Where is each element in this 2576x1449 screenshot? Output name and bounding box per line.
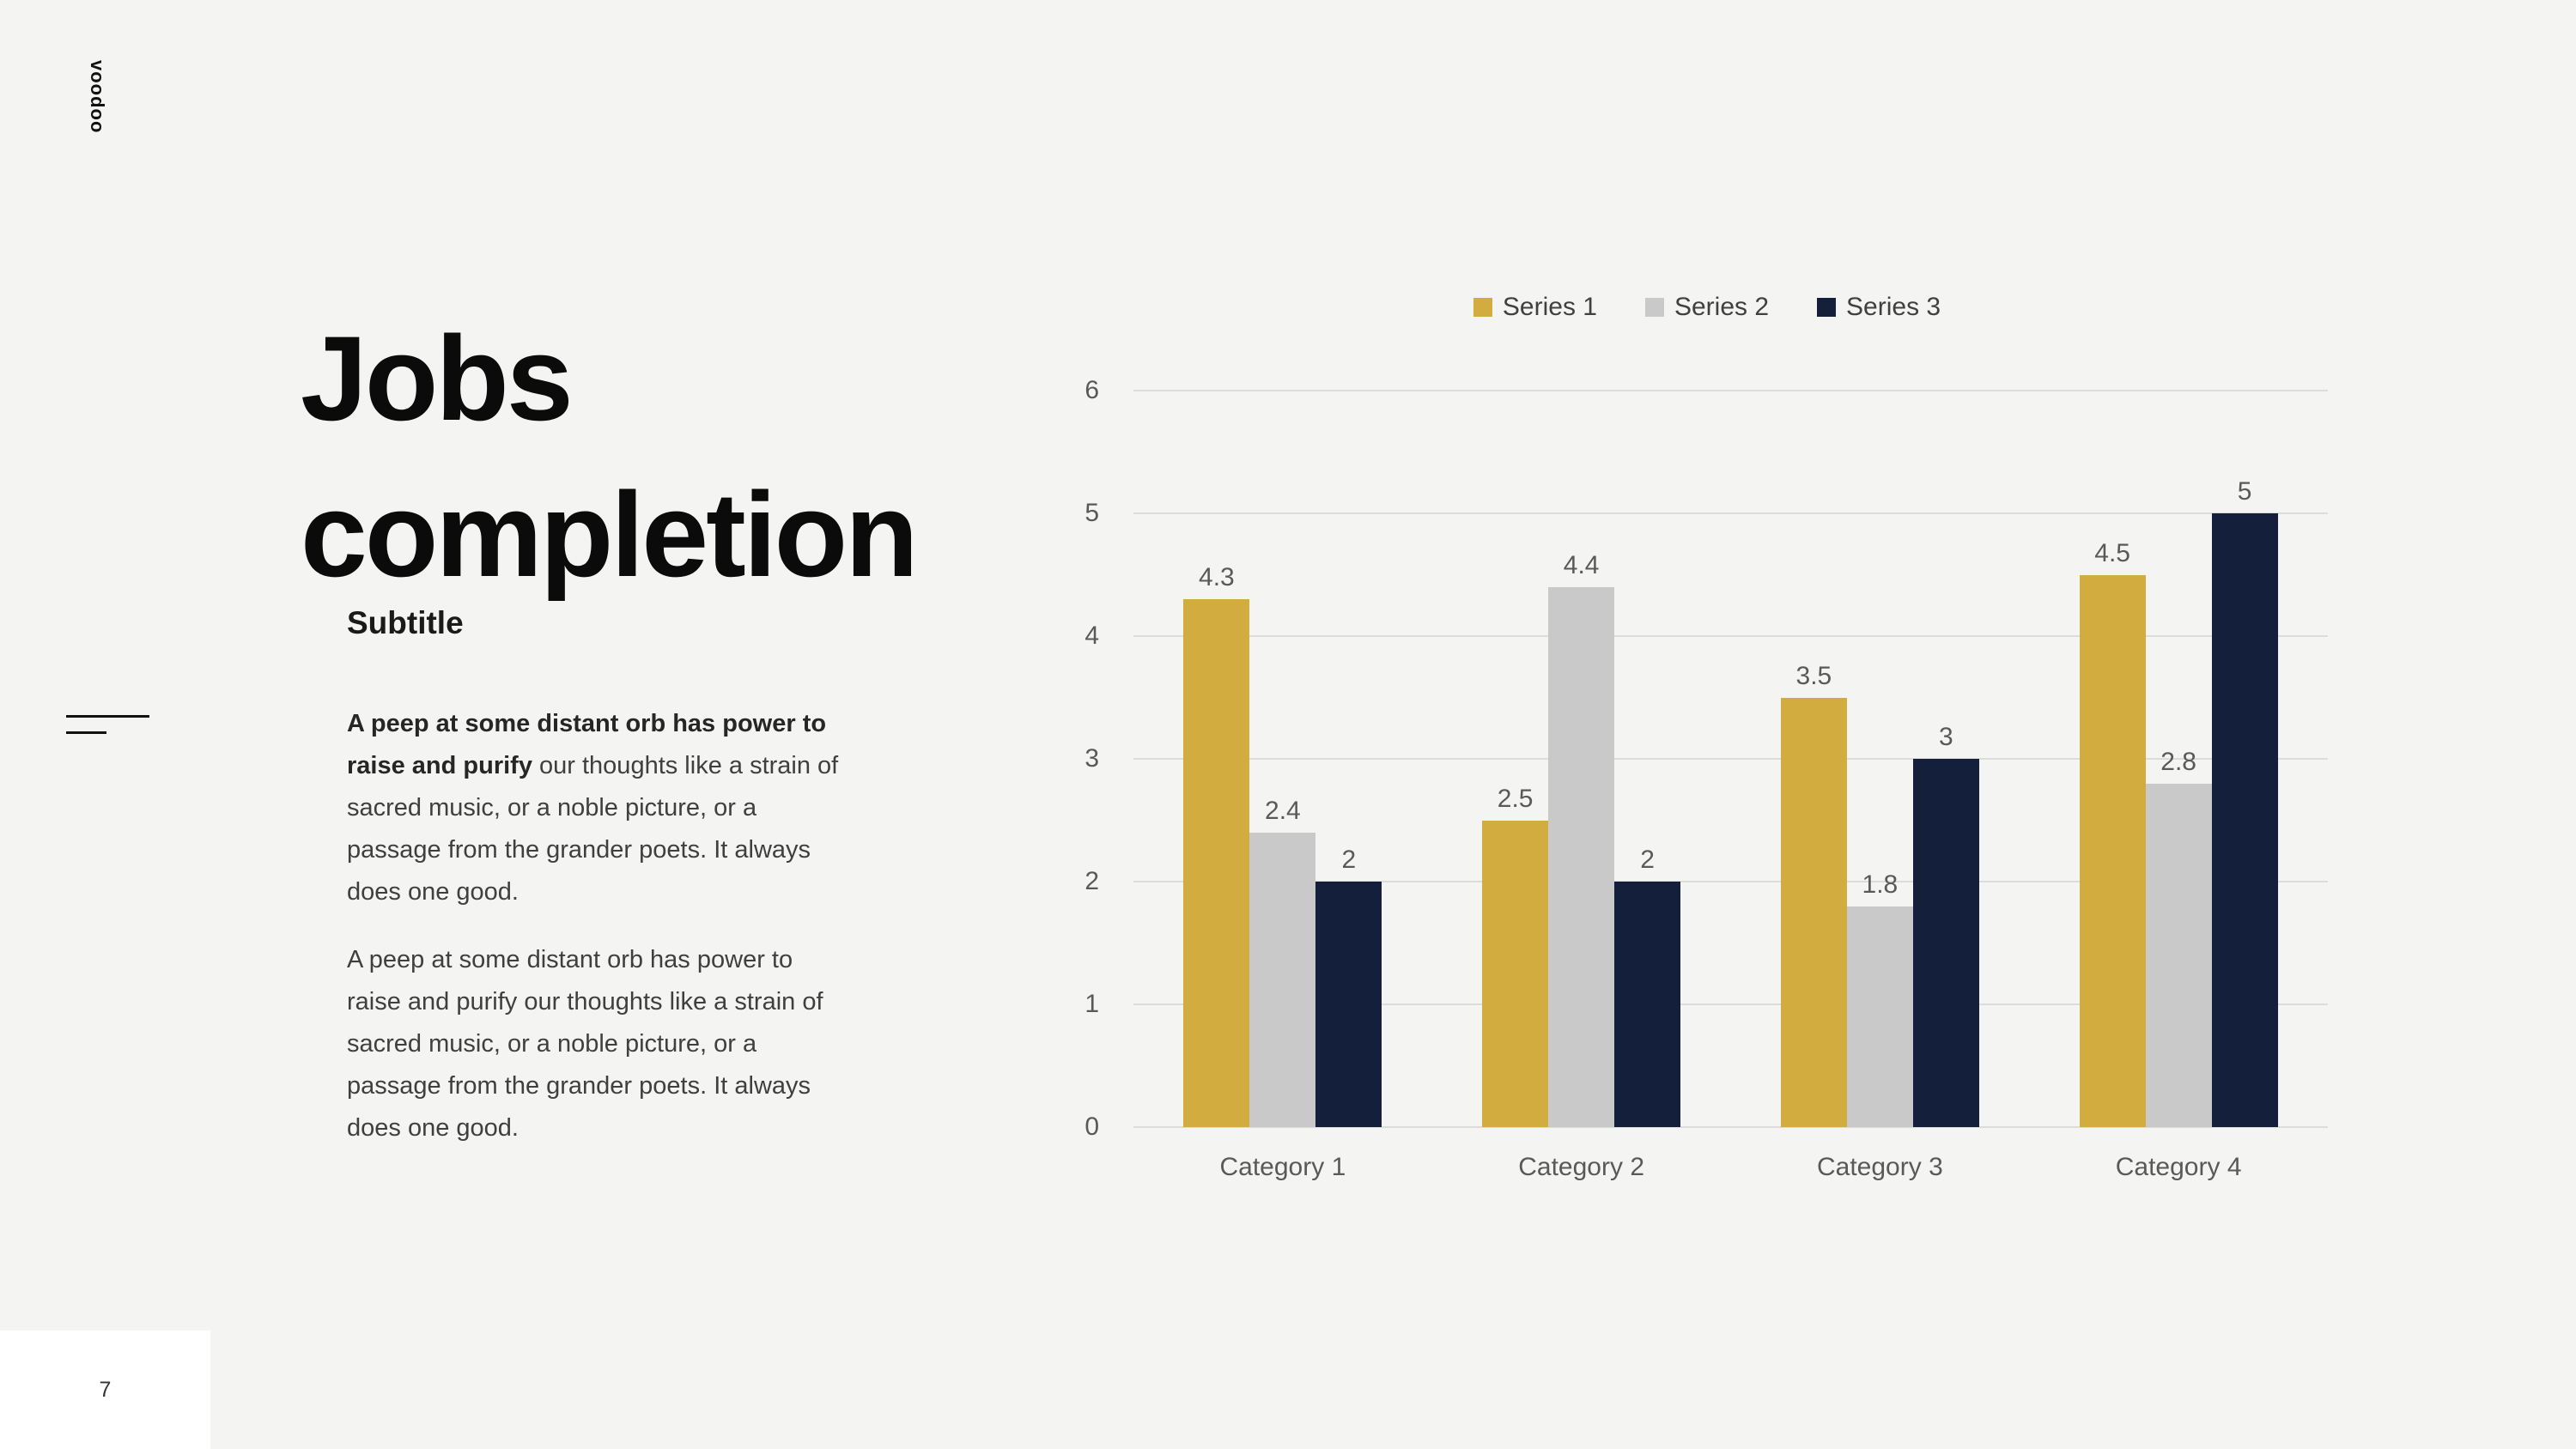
legend-label: Series 2 — [1674, 293, 1770, 321]
body-paragraph-1: A peep at some distant orb has power to … — [347, 703, 849, 913]
bar-series-2-category-2: 4.4 — [1548, 551, 1615, 1127]
page-number-box: 7 — [0, 1331, 210, 1449]
bar-series-2-category-4: 2.8 — [2145, 748, 2212, 1127]
gridline — [1133, 512, 2328, 514]
slide-title: Jobs completion — [301, 310, 919, 602]
bar-groups: 4.3 2.4 2 Category 1 2.5 4.4 2 Category 2 3.5 1.8… — [1133, 391, 2328, 1181]
category-axis-label: Category 3 — [1817, 1153, 1943, 1181]
bar-chart-plot-area: 0 1 2 3 4 5 6 4.3 2.4 2 Category 1 2.5 4.4 2 Category … — [1084, 376, 2328, 1181]
legend-swatch-icon — [1473, 298, 1492, 317]
chart-legend: Series 1 Series 2 Series 3 — [1086, 290, 2328, 324]
bar-series-3-category-2: 2 — [1614, 846, 1681, 1127]
bar-data-label: 3.5 — [1795, 661, 1832, 690]
bar-data-label: 4.5 — [2094, 538, 2130, 567]
bar-data-label: 4.4 — [1563, 550, 1600, 579]
bar-series-1-category-2: 2.5 — [1482, 785, 1549, 1127]
category-group: 4.3 2.4 2 Category 1 — [1133, 391, 1432, 1181]
bar-data-label: 4.3 — [1199, 563, 1235, 592]
y-axis-tick-label: 5 — [1084, 499, 1099, 527]
body-paragraph-1-bold: A peep at some distant orb has power to … — [347, 710, 827, 779]
bar-data-label: 2 — [1341, 846, 1357, 874]
gridline — [1133, 635, 2328, 637]
category-group: 2.5 4.4 2 Category 2 — [1432, 391, 1731, 1181]
y-axis-tick-label: 0 — [1084, 1113, 1099, 1141]
bar-series-3-category-3: 3 — [1912, 723, 1979, 1127]
accent-line-icon — [66, 715, 149, 718]
accent-lines-decoration — [66, 715, 152, 736]
slide-subtitle: Subtitle — [347, 605, 464, 640]
y-axis-tick-label: 3 — [1084, 744, 1099, 773]
category-axis-label: Category 4 — [2115, 1153, 2242, 1181]
body-paragraph-1-rest: our thoughts like a strain of sacred mus… — [347, 752, 839, 906]
bar-data-label: 2.8 — [2160, 747, 2196, 776]
gridline — [1133, 390, 2328, 391]
page-number: 7 — [99, 1377, 112, 1402]
y-axis-tick-label: 1 — [1084, 990, 1099, 1018]
category-axis-label: Category 1 — [1219, 1153, 1346, 1181]
bar-series-2-category-3: 1.8 — [1846, 870, 1913, 1127]
gridline — [1133, 1003, 2328, 1005]
legend-label: Series 1 — [1502, 293, 1597, 321]
bar-data-label: 1.8 — [1862, 870, 1899, 899]
bar-data-label: 2.4 — [1265, 796, 1301, 825]
accent-line-icon — [66, 731, 106, 734]
gridline — [1133, 1126, 2328, 1128]
y-axis-tick-label: 6 — [1084, 376, 1099, 404]
bar-series-3-category-4: 5 — [2211, 477, 2278, 1127]
bar-data-label: 2.5 — [1497, 784, 1534, 813]
bar-data-label: 2 — [1640, 846, 1655, 874]
y-axis-tick-label: 2 — [1084, 867, 1099, 895]
bar-series-1-category-1: 4.3 — [1183, 563, 1250, 1127]
category-group: 4.5 2.8 5 Category 4 — [2029, 391, 2328, 1181]
gridline — [1133, 758, 2328, 760]
legend-item: Series 3 — [1817, 293, 1941, 322]
legend-item: Series 2 — [1644, 293, 1770, 322]
brand-logo-text: voodoo — [87, 60, 108, 134]
category-group: 3.5 1.8 3 Category 3 — [1731, 391, 2030, 1181]
legend-swatch-icon — [1644, 298, 1664, 317]
bar-data-label: 5 — [2237, 477, 2252, 506]
legend-swatch-icon — [1817, 298, 1837, 317]
gridline — [1133, 881, 2328, 882]
bar-series-3-category-1: 2 — [1315, 846, 1382, 1127]
bar-series-2-category-1: 2.4 — [1249, 797, 1316, 1127]
bar-series-1-category-3: 3.5 — [1780, 662, 1847, 1127]
legend-label: Series 3 — [1846, 293, 1941, 321]
body-paragraph-2: A peep at some distant orb has power to … — [347, 946, 823, 1142]
y-axis-tick-label: 4 — [1084, 621, 1099, 650]
legend-item: Series 1 — [1473, 293, 1597, 322]
bar-series-1-category-4: 4.5 — [2079, 539, 2146, 1127]
category-axis-label: Category 2 — [1518, 1153, 1644, 1181]
bar-data-label: 3 — [1939, 723, 1953, 751]
